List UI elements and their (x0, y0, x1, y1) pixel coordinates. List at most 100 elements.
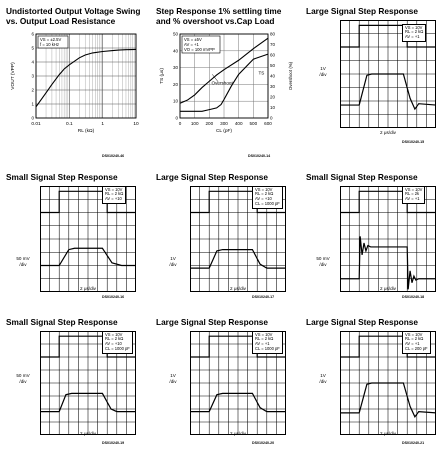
input-trace (190, 190, 286, 214)
y-tick-label: 1 (31, 102, 34, 107)
y-axis-label: VOUT (VPP) (10, 62, 16, 90)
y-tick-label: 6 (31, 32, 34, 37)
test-conditions: VS = 10V RL = 2 kΩ AV = +1 CL = 1000 pF (252, 331, 283, 354)
settling-time-line (180, 53, 269, 112)
condition-text: f = 10 kHz (40, 42, 59, 47)
x-tick-label: 600 (264, 121, 272, 126)
condition-text: VS = ±2.5V (40, 37, 61, 42)
y-tick-label: 40 (173, 48, 179, 53)
output-swing-chart: 0 1 2 3 4 5 6 0.01 0.1 1 10 RL (kΩ) VOUT (VPP) VS = ±… (10, 32, 139, 135)
x-tick-label: 10 (133, 121, 139, 127)
condition-text: VO = 100 mVPP (184, 47, 215, 52)
y-scale-caption: 50 mV/div (16, 256, 30, 267)
figure-id: DS010240-16 (102, 295, 125, 299)
x-scale-caption: 2 μs/div (380, 286, 396, 291)
x-tick-label: 0.01 (31, 121, 41, 127)
test-conditions: VS = ±2.5Vf = 10 kHz (37, 35, 69, 49)
y-right-tick-label: 70 (270, 42, 276, 47)
figure-id: DS010240-21 (402, 441, 425, 445)
input-trace (40, 190, 136, 214)
panel-settling-overshoot: Step Response 1% settling time and % over… (156, 6, 304, 158)
output-trace (40, 247, 136, 267)
panel-scope-8: Large Signal Step Response 1V/div VS = 1… (156, 317, 304, 465)
panel-title: Small Signal Step Response (6, 317, 118, 327)
conditions-box (37, 35, 69, 49)
x-axis-label: CL (pF) (216, 128, 232, 134)
input-trace (340, 24, 436, 48)
figure-id: DS010240-15 (402, 140, 425, 144)
y-right-tick-label: 30 (270, 84, 276, 89)
x-scale-caption: 2 μs/div (230, 286, 246, 291)
y-right-tick-label: 80 (270, 32, 276, 37)
ts-annotation: TS (258, 70, 264, 75)
x-tick-label: 0 (179, 121, 182, 126)
x-tick-label: 100 (191, 121, 199, 126)
figure-id: DS010240-18 (402, 295, 425, 299)
figure-id: DS010240-46 (102, 154, 125, 158)
test-conditions: VS = 10V RL = 2 kΩ AV = +1 CL = 200 pF (402, 331, 431, 354)
test-conditions: VS = 10V RL = 2 kΩ AV = +1 (402, 24, 427, 42)
panel-title: Small Signal Step Response (6, 172, 118, 182)
output-trace (190, 392, 286, 413)
panel-scope-9: Large Signal Step Response 1V/div VS = 1… (306, 317, 446, 465)
panel-title: Small Signal Step Response (306, 172, 418, 182)
condition-text: AV = +1 (184, 42, 199, 47)
scope-display (340, 186, 436, 292)
panel-title: Large Signal Step Response (306, 6, 419, 16)
y-tick-label: 20 (173, 82, 179, 87)
x-tick-label: 300 (220, 121, 228, 126)
y-right-tick-label: 0 (270, 116, 273, 121)
output-trace (340, 382, 436, 418)
panel-title: Large Signal Step Response (156, 317, 269, 327)
panel-scope-5: Large Signal Step Response 1V/div VS = 1… (156, 172, 304, 320)
input-trace (340, 335, 436, 358)
figure-id: DS010240-17 (252, 295, 275, 299)
y-right-tick-label: 10 (270, 105, 276, 110)
x-tick-label: 200 (205, 121, 213, 126)
y-tick-label: 3 (31, 74, 34, 79)
test-conditions: VS = 10V RL = 2 kΩ AV = +10 CL = 1000 pF (102, 331, 133, 354)
panel-title: Step Response 1% settling time and % over… (156, 6, 282, 26)
test-conditions: VS = 10V RL = 2 kΩ AV = +10 (102, 186, 127, 204)
panel-title: Undistorted Output Voltage Swing vs. Outp… (6, 6, 141, 26)
y-right-tick-label: 40 (270, 74, 276, 79)
y-tick-label: 10 (173, 99, 179, 104)
x-scale-caption: 2 μs/div (380, 431, 396, 436)
figure-id: DS010240-20 (252, 441, 275, 445)
y-tick-label: 0 (31, 116, 34, 121)
annotation-arrow (212, 74, 219, 83)
plot-frame (179, 33, 269, 119)
x-tick-label: 500 (249, 121, 257, 126)
y-right-axis-label: Overshoot (%) (288, 61, 293, 90)
panel-scope-6: Small Signal Step Response 50 mV/div VS … (306, 172, 446, 320)
y-tick-label: 50 (173, 32, 179, 37)
x-tick-label: 400 (235, 121, 243, 126)
panel-title: Large Signal Step Response (156, 172, 269, 182)
x-axis-label: RL (kΩ) (78, 128, 95, 134)
x-tick-label: 0.1 (66, 121, 73, 127)
test-conditions: VS = 10V RL = 2k AV = +1 (402, 186, 426, 204)
scope-display (40, 186, 136, 292)
y-scale-caption: 50 mV/div (16, 373, 30, 384)
overshoot-annotation: Overshoot (212, 80, 234, 85)
panel-title: Large Signal Step Response (306, 317, 419, 327)
y-axis-label: TS (μs) (159, 68, 165, 84)
y-tick-label: 30 (173, 65, 179, 70)
condition-text: VS = ±5V (184, 37, 202, 42)
y-scale-caption: 1V/div (319, 66, 327, 77)
y-tick-label: 2 (31, 88, 34, 93)
plot-frame (35, 33, 137, 119)
y-right-tick-label: 20 (270, 95, 276, 100)
y-scale-caption: 1V/div (169, 256, 177, 267)
y-scale-caption: 1V/div (169, 373, 177, 384)
x-scale-caption: 2 μs/div (380, 130, 396, 135)
x-scale-caption: 2 μs/div (80, 286, 96, 291)
series-line (35, 48, 137, 108)
x-scale-caption: 2 μs/div (80, 431, 96, 436)
output-trace (40, 392, 136, 413)
output-trace (190, 248, 286, 269)
y-tick-label: 0 (175, 116, 178, 121)
output-trace (340, 73, 436, 111)
overshoot-line (179, 37, 269, 104)
